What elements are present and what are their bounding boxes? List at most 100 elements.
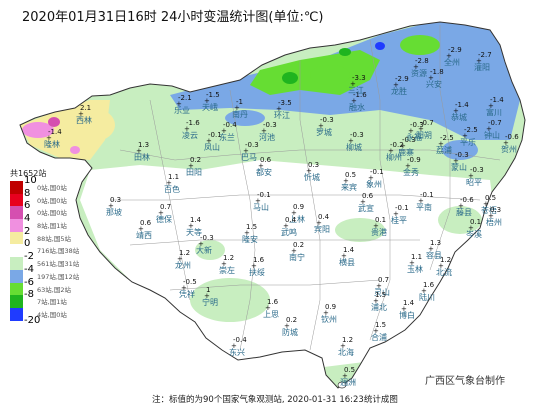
station-value: 1.4	[403, 299, 415, 307]
station-marker: +1.2 龙州	[175, 249, 191, 270]
station-marker: +-2.8 资源	[411, 57, 429, 78]
station-name: 金秀	[403, 167, 419, 177]
station-value: 0.1	[470, 218, 481, 226]
station-name: 岑溪	[466, 229, 482, 239]
legend-value: 10	[24, 175, 37, 186]
svg-text:+: +	[438, 262, 444, 270]
station-name: 天等	[186, 227, 202, 237]
station-marker: +1.5 合浦	[371, 321, 387, 342]
station-name: 龙胜	[391, 86, 407, 96]
station-name: 田林	[134, 152, 150, 162]
station-value: 0.9	[325, 303, 336, 311]
station-marker: +1.2 北流	[436, 256, 452, 277]
legend-row: -8 7站,国1站	[10, 289, 70, 308]
station-value: 1.6	[253, 256, 265, 264]
station-value: 0.7	[378, 276, 389, 284]
station-name: 隆林	[44, 139, 60, 149]
svg-text:+: +	[291, 247, 297, 255]
legend-swatch	[10, 244, 23, 258]
station-name: 藤县	[456, 207, 472, 217]
legend-rows: 10 0站,国0站 8 0站,国0站 6 0站,国0站 4 8站,国1站 2 88站,国5站 0 71…	[10, 175, 79, 334]
legend-count: 0站,国0站	[37, 184, 67, 192]
station-value: -0.9	[407, 156, 421, 164]
station-name: 防城	[282, 327, 298, 337]
svg-text:+: +	[78, 110, 84, 118]
station-value: -1.8	[430, 68, 444, 76]
legend-value: -4	[24, 263, 34, 275]
station-name: 玉林	[407, 264, 423, 274]
legend: 共1652站 10 0站,国0站 8 0站,国0站 6 0站,国0站 4 8站,国1站 2 88站…	[10, 168, 79, 334]
station-name: 天峨	[202, 102, 218, 112]
station-name: 乐业	[174, 105, 190, 115]
station-marker: +-1.6 融水	[349, 91, 367, 112]
legend-row: 4站,国0站	[10, 307, 70, 321]
station-value: -1	[236, 98, 243, 106]
station-marker: +-0.1 凤山	[204, 131, 222, 152]
legend-value: 4	[24, 213, 31, 225]
station-marker: +0.5 涠洲	[340, 366, 356, 387]
legend-swatch	[10, 219, 23, 232]
svg-text:+: +	[177, 255, 183, 263]
station-marker: +-1.4 富川	[486, 96, 504, 117]
station-value: -0.4	[233, 336, 247, 344]
station-value: 1.3	[138, 141, 149, 149]
station-name: 合浦	[371, 332, 387, 342]
svg-text:+: +	[503, 139, 509, 147]
legend-row: 8 0站,国0站	[10, 188, 70, 207]
svg-text:+: +	[138, 225, 144, 233]
svg-text:+: +	[166, 179, 172, 187]
station-name: 马山	[253, 202, 269, 212]
station-value: -0.7	[420, 119, 434, 127]
svg-text:+: +	[428, 245, 434, 253]
svg-text:+: +	[265, 304, 271, 312]
svg-text:+: +	[258, 162, 264, 170]
station-marker: +1.1 玉林	[407, 253, 423, 274]
station-marker: +0.2 南宁	[289, 241, 305, 262]
legend-count: 561站,国31站	[37, 260, 80, 269]
station-value: 1.2	[223, 254, 234, 262]
svg-text:+: +	[360, 198, 366, 206]
station-value: 0.4	[318, 213, 330, 221]
station-name: 东兴	[229, 347, 245, 357]
station-name: 富川	[486, 107, 502, 117]
weizhou-island	[337, 381, 347, 389]
station-name: 南丹	[232, 109, 248, 119]
station-marker: +-3.5 环江	[274, 99, 292, 120]
map-title: 2020年01月31日16时 24小时变温统计图(单位:℃)	[22, 10, 324, 25]
station-marker: +2.1 西林	[76, 104, 92, 125]
station-name: 容县	[426, 250, 442, 260]
station-value: 1.3	[430, 239, 441, 247]
station-name: 上林	[289, 214, 305, 224]
legend-count: 0站,国0站	[37, 196, 67, 205]
svg-text:+: +	[176, 100, 182, 108]
station-marker: +1.3 容县	[426, 239, 442, 260]
station-name: 全州	[444, 57, 460, 67]
svg-text:+: +	[468, 172, 474, 180]
station-marker: +-0.7 钟山	[484, 119, 502, 140]
legend-row: -20	[10, 315, 70, 334]
station-name: 桂平	[391, 215, 407, 225]
station-name: 凭祥	[179, 289, 195, 299]
station-name: 扶绥	[249, 267, 265, 277]
legend-count: 0站,国0站	[37, 209, 67, 218]
station-value: -0.6	[460, 196, 474, 204]
station-value: -3.5	[278, 99, 292, 107]
station-marker: +-0.4 东兴	[229, 336, 247, 357]
legend-value: -2	[24, 251, 34, 263]
station-name: 隆安	[242, 234, 258, 244]
station-marker: +-0.6 藤县	[456, 196, 474, 217]
svg-text:+: +	[342, 372, 348, 380]
station-value: -0.3	[200, 234, 214, 242]
station-marker: +-1.4 隆林	[44, 128, 62, 149]
svg-text:+: +	[376, 282, 382, 290]
legend-count: 63站,国2站	[37, 285, 71, 294]
station-marker: +0.6 武宣	[358, 192, 374, 213]
station-name: 德保	[156, 214, 172, 224]
station-name: 兴安	[426, 79, 442, 89]
svg-text:+: +	[243, 147, 249, 155]
svg-text:+: +	[486, 125, 492, 133]
station-marker: +-1 南丹	[232, 98, 248, 119]
province-outline	[19, 21, 526, 389]
station-marker: +-0.2 柳州	[386, 141, 404, 162]
